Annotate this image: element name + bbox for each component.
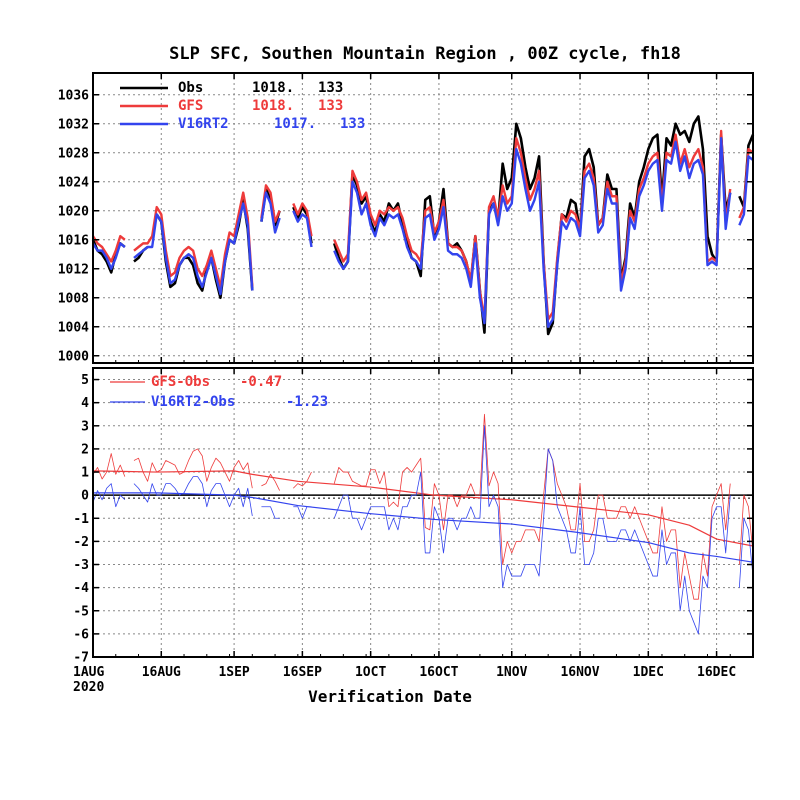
bottom-ytick-label: 2	[81, 442, 89, 457]
top-series-v16rt2-segment-3	[292, 210, 313, 248]
top-series-v16rt2-segment-2	[260, 191, 281, 234]
x-tick-label: 1NOV	[496, 665, 527, 680]
top-legend-count: 133	[340, 116, 365, 132]
top-ytick-label: 1000	[58, 349, 89, 364]
bottom-series-group	[92, 413, 754, 635]
bottom-ytick-label: -7	[73, 651, 89, 666]
bottom-ytick-label: 5	[81, 373, 89, 388]
top-legend-mean: 1018.	[252, 80, 294, 96]
x-tick-label: 16NOV	[560, 665, 599, 680]
top-ytick-label: 1024	[58, 175, 89, 190]
bottom-ytick-label: 3	[81, 419, 89, 434]
bottom-daily-gfs-obs-segment-3	[292, 471, 312, 489]
bottom-yticks: -7 -6 -5 -4 -3 -2 -1 0 1 2 3 4 5	[73, 373, 753, 666]
top-series-gfs-segment-1	[133, 191, 254, 289]
top-panel-frame	[92, 72, 754, 364]
top-series-gfs-segment-3	[292, 202, 313, 237]
top-legend-count: 133	[318, 80, 343, 96]
bottom-legend-name: V16RT2-Obs	[151, 394, 235, 410]
bottom-cumulative-gfs-obs-segment-0	[92, 470, 754, 547]
bottom-ytick-label: 1	[81, 466, 89, 481]
bottom-ytick-label: -2	[73, 535, 89, 550]
top-ytick-label: 1036	[58, 88, 89, 103]
top-series-gfs-segment-0	[91, 234, 126, 263]
bottom-ytick-label: -1	[73, 512, 89, 527]
top-legend-mean: 1017.	[274, 116, 316, 132]
top-legend-name: Obs	[178, 80, 203, 96]
bottom-daily-v16rt2-obs-segment-2	[261, 506, 280, 519]
top-panel: 1000 1004 1008 1012 1016 1020 1024 1028 1032 1036…	[58, 72, 755, 364]
x-axis-label: Verification Date	[308, 687, 472, 706]
x-tick-label: 1SEP	[218, 665, 249, 680]
bottom-daily-v16rt2-obs-segment-5	[738, 517, 754, 588]
x-axis-ticks: 1AUG 16AUG 1SEP 16SEP 1OCT 16OCT 1NOV 16NOV 1DEC…	[73, 73, 754, 680]
top-series-v16rt2-segment-5	[738, 155, 754, 226]
top-legend-name: V16RT2	[178, 116, 229, 132]
chart-title: SLP SFC, Southen Mountain Region , 00Z c…	[169, 44, 681, 64]
top-series-v16rt2-segment-4	[333, 137, 732, 328]
top-ytick-label: 1004	[58, 320, 89, 335]
top-series-v16rt2-segment-1	[133, 202, 254, 296]
bottom-daily-gfs-obs-segment-4	[333, 413, 731, 600]
top-yticks: 1000 1004 1008 1012 1016 1020 1024 1028 1032 1036	[58, 88, 753, 364]
x-tick-label: 1AUG	[73, 665, 104, 680]
bottom-ytick-label: -5	[73, 604, 89, 619]
x-tick-label: 1OCT	[355, 665, 386, 680]
bottom-legend-mean: -0.47	[240, 374, 282, 390]
bottom-panel: -7 -6 -5 -4 -3 -2 -1 0 1 2 3 4 5 GFS-Obs -0.47 V16RT2-…	[73, 367, 754, 666]
bottom-ytick-label: -4	[73, 581, 89, 596]
x-tick-label: 16SEP	[283, 665, 322, 680]
top-ytick-label: 1020	[58, 204, 89, 219]
top-series-obs-segment-5	[332, 115, 732, 336]
top-series-group	[91, 115, 755, 336]
x-tick-label: 16AUG	[142, 665, 181, 680]
bottom-cumulative-v16rt2-obs-segment-0	[93, 492, 754, 563]
bottom-daily-v16rt2-obs-segment-1	[133, 476, 253, 517]
bottom-legend-mean: -1.23	[286, 394, 328, 410]
top-legend-name: GFS	[178, 98, 203, 114]
bottom-daily-gfs-obs-segment-1	[133, 448, 253, 489]
top-legend-mean: 1018.	[252, 98, 294, 114]
top-legend-count: 133	[318, 98, 343, 114]
bottom-daily-gfs-obs-segment-5	[738, 494, 754, 565]
top-ytick-label: 1008	[58, 291, 89, 306]
bottom-ytick-label: -3	[73, 558, 89, 573]
x-tick-label: 16OCT	[419, 665, 458, 680]
bottom-legend-name: GFS-Obs	[151, 374, 210, 390]
top-series-v16rt2-segment-0	[91, 242, 126, 270]
top-ytick-label: 1016	[58, 233, 89, 248]
x-tick-label: 1DEC	[633, 665, 664, 680]
top-ytick-label: 1028	[58, 146, 89, 161]
bottom-panel-frame	[92, 367, 754, 658]
bottom-daily-v16rt2-obs-segment-0	[92, 483, 126, 508]
bottom-daily-gfs-obs-segment-0	[92, 453, 126, 480]
bottom-ytick-label: 4	[81, 396, 89, 411]
bottom-daily-gfs-obs-segment-2	[261, 473, 280, 491]
top-ytick-label: 1012	[58, 262, 89, 277]
x-tick-label: 16DEC	[697, 665, 736, 680]
bottom-ytick-label: 0	[81, 489, 89, 504]
x-year-label: 2020	[73, 680, 104, 695]
top-ytick-label: 1032	[58, 117, 89, 132]
bottom-ytick-label: -6	[73, 627, 89, 642]
bottom-legend: GFS-Obs -0.47 V16RT2-Obs -1.23	[110, 374, 328, 410]
